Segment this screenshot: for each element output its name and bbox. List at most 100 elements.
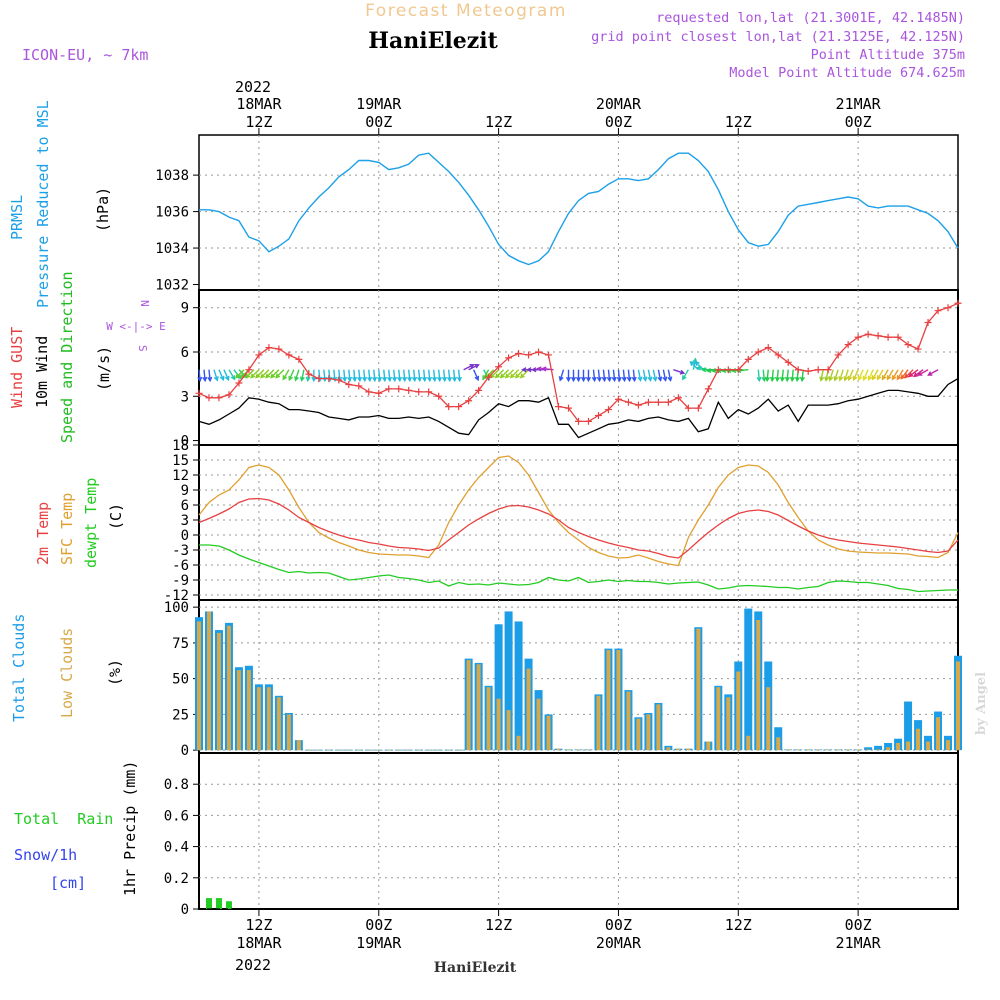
wind-arrow: [362, 369, 368, 383]
wind-arrow-shaft: [223, 369, 230, 381]
time-date-label: 21MAR: [836, 95, 882, 113]
wind-arrow-shaft: [896, 369, 904, 380]
wind-arrow-head: [294, 376, 299, 382]
y-tick-label: 0: [181, 743, 189, 759]
low-cloud-bar: [346, 749, 351, 751]
wind-arrow-head: [642, 376, 648, 382]
low-cloud-bar: [656, 704, 661, 751]
model-point-altitude: Model Point Altitude 674.625m: [729, 65, 965, 81]
wind-arrow: [601, 369, 607, 383]
y-tick-label: 6: [181, 498, 189, 514]
wind-arrow-head: [900, 374, 906, 380]
gust-marker: [405, 386, 413, 394]
wind-arrow-shaft: [682, 369, 689, 380]
wind-arrow-head: [230, 375, 236, 381]
point-altitude: Point Altitude 375m: [811, 47, 965, 63]
wind-arrow-head: [197, 376, 203, 383]
wind-arrow: [886, 369, 894, 381]
wind-arrow-head: [509, 373, 515, 379]
wind-unit: (m/s): [95, 346, 113, 391]
wind-arrow: [900, 369, 909, 380]
wind-arrow-head: [474, 375, 480, 382]
wind-arrow: [580, 369, 587, 383]
wind-arrow-head: [789, 376, 795, 383]
wind-arrow-head: [565, 376, 572, 383]
wind-arrow-shaft: [288, 369, 295, 381]
wind-arrow: [652, 369, 658, 382]
compass-north: N: [138, 300, 151, 307]
wind-arrow-shaft: [408, 369, 411, 381]
low-cloud-bar: [926, 741, 931, 751]
wind-arrow: [789, 369, 795, 383]
wind-arrow-head: [631, 376, 637, 383]
wind-arrow-head: [601, 376, 607, 383]
low-cloud-bar: [796, 749, 801, 751]
low-cloud-bar: [776, 737, 781, 751]
wind-arrow-head: [441, 376, 447, 383]
wind-arrow-shaft: [495, 369, 505, 378]
y-tick-label: -12: [164, 588, 189, 604]
time-hour-label: 12Z: [485, 916, 512, 934]
wind-arrow-head: [647, 376, 653, 382]
dewpt-line: [199, 544, 958, 593]
wind-arrow-head: [857, 375, 863, 382]
wind-arrow-head: [275, 373, 281, 379]
wind-arrow: [406, 369, 413, 383]
wind-arrow-shaft: [858, 369, 864, 381]
wind-arrow-head: [700, 367, 707, 373]
wind-arrow-shaft: [886, 369, 894, 380]
low-cloud-bar: [556, 748, 561, 751]
wind-arrow: [779, 369, 785, 383]
wind-arrow-head: [311, 376, 317, 383]
wind-arrow-shaft: [607, 369, 611, 381]
gust-marker: [874, 332, 882, 340]
total-cloud-bar: [904, 701, 913, 751]
wind-arrow-head: [451, 376, 457, 383]
wind-arrow-shaft: [447, 369, 451, 381]
wind-arrow-head: [652, 376, 658, 382]
gust-line: [198, 302, 959, 423]
wind-arrow: [377, 369, 383, 383]
wind-arrow: [843, 369, 849, 382]
gust-marker: [495, 363, 503, 371]
y-tick-label: 9: [181, 483, 189, 499]
wind-arrow-shaft: [457, 369, 461, 381]
y-tick-label: 0.2: [164, 871, 189, 887]
y-tick-label: 1032: [155, 278, 189, 294]
gust-marker: [425, 388, 433, 396]
wind-arrow-shaft: [282, 369, 290, 380]
gust-marker: [614, 395, 622, 403]
wind-arrow-head: [876, 375, 882, 381]
wind-arrow: [908, 369, 919, 378]
wind-arrow-shaft: [338, 369, 341, 381]
wind-arrow-shaft: [383, 369, 386, 381]
low-cloud-bar: [726, 697, 731, 751]
total-cloud-bar: [874, 745, 883, 751]
wind-arrow: [299, 369, 305, 382]
wind-arrow-head: [514, 373, 520, 379]
wind-arrow-head: [862, 375, 868, 382]
wind-arrow-head: [521, 367, 527, 373]
gust-marker: [604, 406, 612, 414]
y-tick-label: 100: [164, 600, 189, 616]
wind-arrow-shaft: [662, 369, 667, 381]
wind-arrow-head: [382, 376, 388, 383]
gust-marker: [305, 370, 313, 378]
wind-arrow: [558, 369, 565, 382]
wind-arrow: [311, 369, 317, 383]
wind-arrow-head: [591, 376, 597, 383]
wind-arrow-head: [847, 375, 853, 382]
wind-arrow: [904, 369, 914, 379]
low-cloud-bar: [846, 749, 851, 751]
low-cloud-bar: [916, 728, 921, 751]
wind-arrow: [570, 369, 577, 383]
gust-marker: [854, 333, 862, 341]
wind-arrow-head: [531, 367, 537, 373]
wind-arrow-head: [705, 367, 712, 374]
wind-arrow-head: [819, 376, 825, 382]
wind-arrow-head: [824, 376, 830, 382]
wind-arrow-shaft: [602, 369, 606, 381]
wind-arrow: [637, 369, 643, 382]
wind-arrow: [416, 369, 423, 383]
top-year: 2022: [235, 78, 271, 96]
